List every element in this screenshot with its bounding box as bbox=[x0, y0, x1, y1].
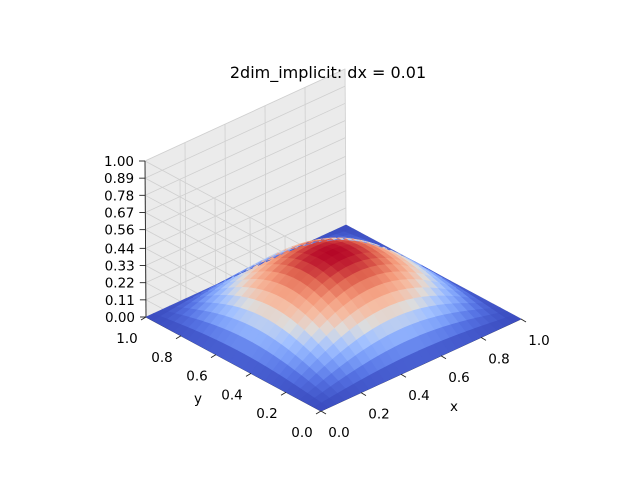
y-tick-label: 0.2 bbox=[256, 406, 277, 422]
y-tick-mark bbox=[315, 410, 322, 415]
axis-ticks: 0.0 0.2 0.4 0.6 0.8 1.0 0.0 0.2 0.4 0.6 0.8 1.0 0.00… bbox=[104, 154, 550, 441]
z-axis-line bbox=[144, 160, 147, 318]
y-tick-label: 0.4 bbox=[221, 387, 242, 403]
x-tick-mark bbox=[520, 318, 527, 323]
x-wall-gridline bbox=[184, 142, 187, 299]
z-tick-label: 0.00 bbox=[105, 310, 135, 326]
y-tick-mark bbox=[210, 354, 217, 358]
surface-plot bbox=[145, 224, 522, 412]
y-tick-mark bbox=[140, 316, 147, 321]
chart-title: 2dim_implicit: dx = 0.01 bbox=[230, 63, 426, 83]
x-wall-gridline bbox=[304, 87, 307, 244]
y-tick-label: 0.0 bbox=[291, 425, 312, 441]
x-tick-mark bbox=[320, 410, 327, 415]
surface-cell bbox=[505, 314, 522, 324]
y-tick-label: 0.8 bbox=[151, 350, 172, 366]
x-wall-gridline bbox=[264, 105, 267, 262]
x-tick-mark bbox=[360, 392, 367, 396]
x-tick-label: 0.4 bbox=[408, 388, 429, 404]
z-tick-label: 0.89 bbox=[104, 171, 134, 187]
x-tick-label: 0.6 bbox=[448, 370, 469, 386]
x-tick-label: 0.0 bbox=[328, 425, 349, 441]
x-axis-label: x bbox=[450, 399, 458, 415]
z-tick-label: 0.11 bbox=[105, 293, 135, 309]
y-tick-label: 1.0 bbox=[116, 331, 137, 347]
z-tick-label: 0.22 bbox=[105, 276, 135, 292]
z-tick-label: 0.67 bbox=[104, 205, 134, 221]
y-axis-label: y bbox=[194, 391, 202, 407]
y-tick-label: 0.6 bbox=[186, 369, 207, 385]
z-tick-label: 0.44 bbox=[104, 241, 134, 257]
z-tick-label: 0.78 bbox=[104, 188, 134, 204]
x-tick-mark bbox=[480, 337, 487, 341]
y-tick-mark bbox=[175, 335, 182, 340]
x-wall-gridline bbox=[224, 124, 227, 281]
y-tick-mark bbox=[280, 391, 287, 396]
x-tick-mark bbox=[440, 355, 447, 360]
x-tick-label: 1.0 bbox=[528, 333, 549, 349]
z-tick-label: 0.56 bbox=[104, 223, 134, 239]
z-tick-label: 0.33 bbox=[105, 259, 135, 275]
x-wall-gridline bbox=[344, 68, 347, 226]
y-tick-mark bbox=[245, 373, 252, 377]
x-tick-label: 0.2 bbox=[368, 407, 389, 423]
z-tick-label: 1.00 bbox=[104, 154, 134, 170]
x-tick-label: 0.8 bbox=[488, 351, 509, 367]
x-tick-mark bbox=[400, 373, 407, 378]
